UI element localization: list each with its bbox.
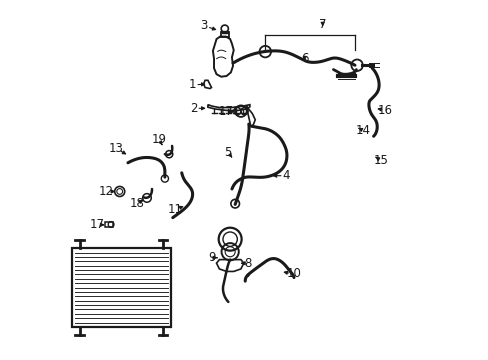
Text: 7: 7 — [318, 18, 326, 31]
Text: 3: 3 — [200, 19, 207, 32]
Text: 14: 14 — [355, 124, 370, 137]
Bar — [72, 248, 171, 327]
Text: 1: 1 — [188, 78, 196, 91]
Text: 5: 5 — [224, 146, 231, 159]
Text: 2: 2 — [189, 102, 197, 115]
Text: 8: 8 — [244, 257, 251, 270]
Bar — [221, 32, 228, 37]
Text: 9: 9 — [207, 251, 215, 264]
Text: 18: 18 — [129, 197, 144, 210]
Text: 17: 17 — [89, 218, 104, 231]
Text: 13: 13 — [109, 142, 123, 155]
Bar — [105, 222, 113, 227]
Text: 19: 19 — [151, 133, 166, 146]
Bar — [222, 31, 227, 33]
Text: 6: 6 — [301, 52, 308, 65]
Text: 17: 17 — [218, 105, 233, 118]
Text: 10: 10 — [286, 267, 301, 280]
Text: 11: 11 — [168, 203, 183, 216]
Text: 12: 12 — [98, 185, 113, 198]
Text: 15: 15 — [372, 154, 387, 167]
Text: 16: 16 — [377, 104, 392, 117]
Text: 4: 4 — [282, 169, 289, 182]
